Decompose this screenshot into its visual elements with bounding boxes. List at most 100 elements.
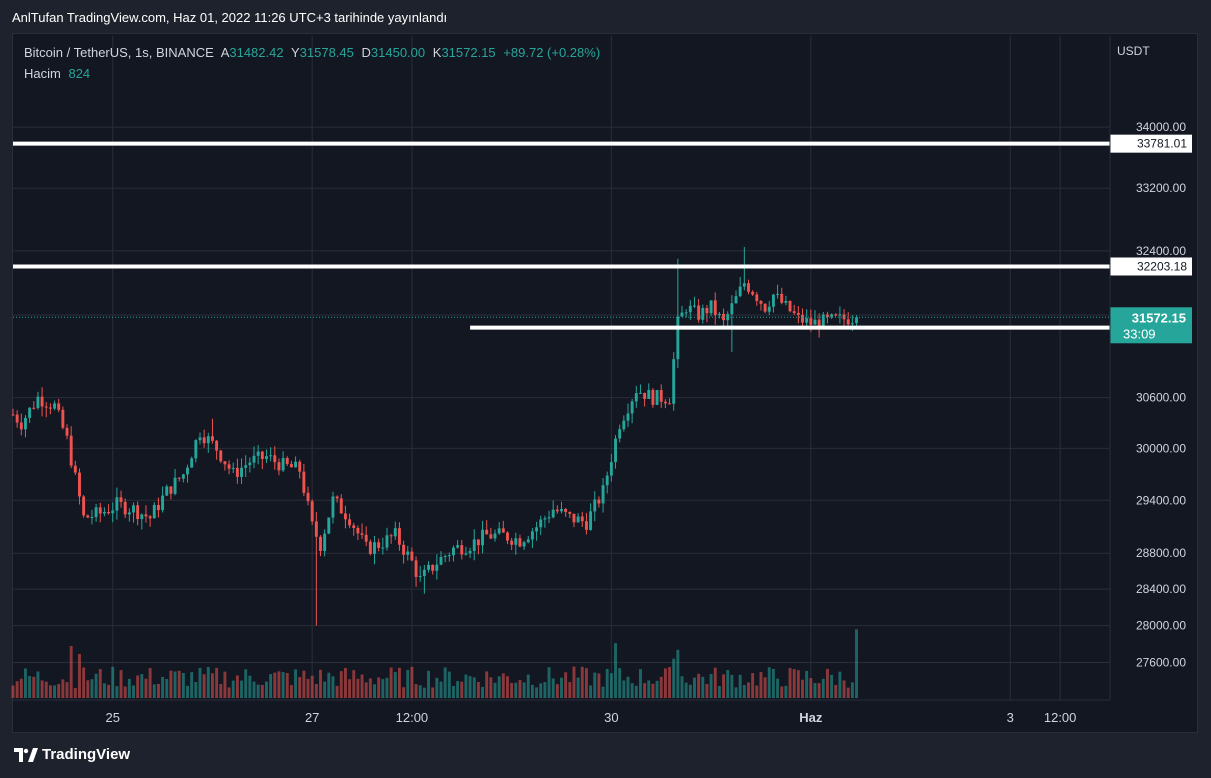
volume-bar bbox=[472, 677, 476, 698]
candle bbox=[493, 533, 497, 539]
candle bbox=[327, 517, 331, 534]
candle bbox=[24, 417, 27, 430]
volume-bar bbox=[127, 678, 131, 698]
candle bbox=[177, 477, 181, 479]
candle bbox=[111, 510, 115, 514]
candle bbox=[481, 529, 485, 546]
candle bbox=[323, 533, 327, 551]
volume-bar bbox=[227, 687, 231, 698]
high-label: Y bbox=[290, 45, 300, 60]
candle bbox=[468, 550, 472, 554]
candle bbox=[489, 534, 493, 539]
volume-bar bbox=[119, 670, 123, 698]
tradingview-logo[interactable]: TradingView bbox=[14, 746, 130, 763]
volume-bar bbox=[830, 674, 834, 698]
candle bbox=[298, 461, 302, 472]
volume-bar bbox=[385, 677, 389, 698]
volume-bar bbox=[418, 685, 422, 698]
candle bbox=[244, 465, 248, 468]
candle bbox=[252, 455, 256, 463]
candle bbox=[186, 467, 189, 475]
candle bbox=[792, 311, 796, 314]
volume-bar bbox=[289, 685, 293, 698]
volume-bar bbox=[244, 669, 248, 698]
candle bbox=[514, 538, 518, 545]
candle bbox=[331, 496, 335, 518]
volume-bar bbox=[73, 687, 77, 698]
y-tick-label: 32400.00 bbox=[1136, 244, 1186, 258]
candle bbox=[680, 312, 684, 317]
candle bbox=[452, 547, 455, 556]
candle bbox=[518, 538, 522, 547]
candle bbox=[57, 403, 61, 410]
countdown-label: 33:09 bbox=[1123, 326, 1156, 341]
current-price-label: 31572.15 bbox=[1132, 310, 1186, 325]
volume-bar bbox=[688, 684, 692, 698]
candle bbox=[377, 542, 381, 548]
volume-bar bbox=[248, 675, 252, 698]
volume-bar bbox=[834, 684, 838, 698]
volume-bar bbox=[314, 684, 318, 698]
volume-bar bbox=[427, 670, 430, 698]
volume-bar bbox=[198, 667, 202, 698]
candle bbox=[464, 553, 468, 555]
volume-bar bbox=[447, 671, 451, 698]
candle bbox=[289, 463, 293, 468]
volume-bar bbox=[468, 676, 472, 698]
candle bbox=[314, 521, 318, 537]
x-tick-label: 12:00 bbox=[396, 710, 429, 725]
volume-bar bbox=[580, 666, 584, 698]
volume-bar bbox=[522, 682, 526, 698]
candle bbox=[626, 413, 630, 421]
volume-bar bbox=[298, 677, 302, 698]
candle bbox=[302, 471, 306, 493]
candle bbox=[568, 512, 572, 514]
volume-bar bbox=[397, 667, 401, 698]
volume-bar bbox=[98, 669, 102, 698]
candle bbox=[805, 318, 809, 323]
candle bbox=[98, 507, 102, 514]
candle bbox=[107, 512, 111, 514]
volume-bar bbox=[439, 681, 443, 698]
candle bbox=[771, 294, 775, 307]
volume-bar bbox=[618, 668, 622, 698]
candle bbox=[94, 507, 98, 518]
y-tick-label: 28000.00 bbox=[1136, 619, 1186, 633]
x-tick-label: Haz bbox=[799, 710, 823, 725]
volume-bar bbox=[564, 672, 568, 698]
candle bbox=[227, 464, 231, 469]
candle bbox=[28, 407, 32, 418]
volume-bar bbox=[560, 677, 563, 698]
candle bbox=[248, 462, 252, 466]
candle bbox=[755, 294, 759, 301]
volume-bar bbox=[53, 685, 57, 698]
y-tick-label: 30000.00 bbox=[1136, 441, 1186, 455]
volume-bar bbox=[294, 669, 298, 698]
candle bbox=[506, 532, 509, 541]
candle bbox=[418, 576, 422, 578]
publish-note: AnlTufan TradingView.com, Haz 01, 2022 1… bbox=[12, 10, 448, 25]
candle bbox=[825, 314, 829, 317]
volume-bar bbox=[265, 681, 268, 698]
candle bbox=[526, 539, 530, 543]
volume-bar bbox=[132, 685, 135, 698]
volume-bar bbox=[601, 686, 605, 698]
volume-bar bbox=[709, 674, 713, 698]
candle bbox=[269, 455, 273, 457]
volume-bar bbox=[663, 668, 667, 698]
candle bbox=[32, 407, 36, 409]
candle bbox=[668, 403, 671, 405]
volume-bar bbox=[32, 676, 36, 698]
candle bbox=[173, 477, 177, 494]
candle bbox=[215, 440, 219, 451]
volume-bar bbox=[842, 680, 846, 698]
candle bbox=[206, 436, 210, 444]
volume-bar bbox=[256, 684, 260, 698]
candle bbox=[551, 509, 555, 518]
candle bbox=[846, 319, 850, 325]
candle bbox=[86, 515, 90, 518]
chart-frame[interactable] bbox=[12, 33, 1198, 733]
y-tick-label: 34000.00 bbox=[1136, 120, 1186, 134]
candle bbox=[69, 435, 73, 466]
